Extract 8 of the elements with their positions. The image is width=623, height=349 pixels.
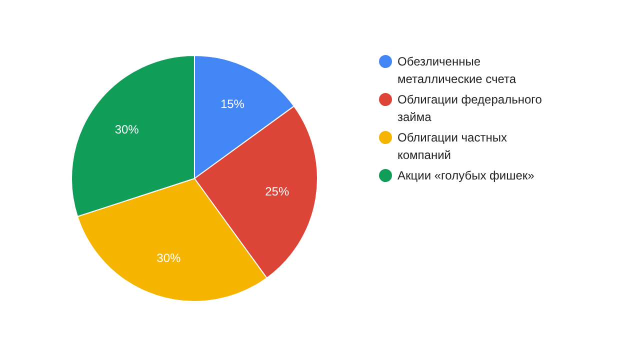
legend-label: Акции «голубых фишек» bbox=[398, 168, 535, 182]
legend-label: Облигации федерального займа bbox=[398, 92, 542, 124]
legend-label: Облигации частных компаний bbox=[398, 130, 507, 162]
legend-label: Обезличенные металлические счета bbox=[398, 54, 516, 86]
data-label: 25% bbox=[265, 184, 290, 199]
data-label: 15% bbox=[220, 96, 245, 111]
data-label: 30% bbox=[114, 122, 140, 136]
data-label: 30% bbox=[156, 251, 181, 266]
